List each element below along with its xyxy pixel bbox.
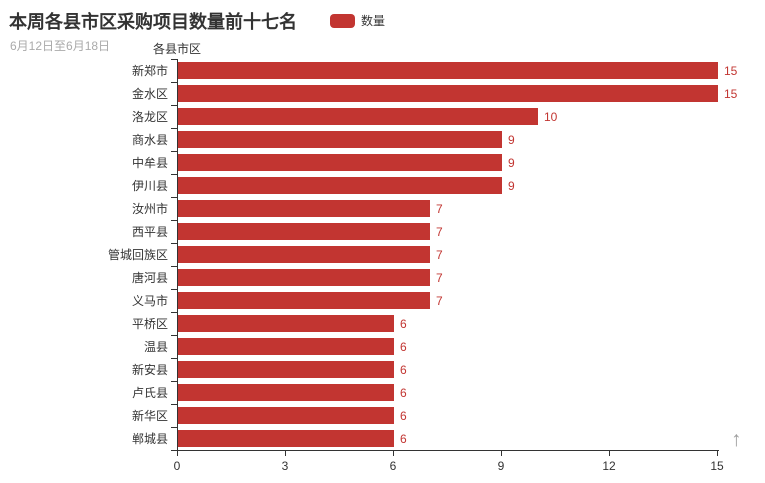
- value-label: 6: [400, 385, 407, 400]
- y-axis-tick: [171, 335, 177, 336]
- y-axis-tick: [171, 381, 177, 382]
- y-axis-tick: [171, 82, 177, 83]
- bar[interactable]: [178, 62, 718, 79]
- y-axis-tick: [171, 197, 177, 198]
- category-label: 管城回族区: [107, 247, 168, 262]
- value-label: 6: [400, 362, 407, 377]
- category-label: 义马市: [131, 293, 168, 308]
- y-axis-tick: [171, 128, 177, 129]
- x-axis-tick: [717, 451, 718, 456]
- value-label: 6: [400, 431, 407, 446]
- legend-label: 数量: [361, 14, 386, 28]
- value-label: 7: [436, 293, 443, 308]
- bar[interactable]: [178, 108, 538, 125]
- category-label: 郸城县: [131, 431, 168, 446]
- y-axis-name: 各县市区: [152, 42, 202, 56]
- x-tick-label: 6: [389, 459, 397, 473]
- category-label: 伊川县: [131, 178, 168, 193]
- x-axis-tick: [609, 451, 610, 456]
- bar[interactable]: [178, 200, 430, 217]
- value-label: 15: [724, 63, 738, 78]
- x-axis-tick: [285, 451, 286, 456]
- bar[interactable]: [178, 223, 430, 240]
- y-axis-tick: [171, 312, 177, 313]
- y-axis-tick: [171, 220, 177, 221]
- value-label: 15: [724, 86, 738, 101]
- bar[interactable]: [178, 154, 502, 171]
- x-axis-line: [177, 450, 719, 451]
- value-label: 7: [436, 247, 443, 262]
- bar[interactable]: [178, 338, 394, 355]
- category-label: 平桥区: [131, 316, 168, 331]
- bar[interactable]: [178, 384, 394, 401]
- category-label: 卢氏县: [131, 385, 168, 400]
- value-label: 7: [436, 201, 443, 216]
- bar[interactable]: [178, 177, 502, 194]
- y-axis-tick: [171, 450, 177, 451]
- value-label: 6: [400, 339, 407, 354]
- y-axis-tick: [171, 289, 177, 290]
- bar[interactable]: [178, 407, 394, 424]
- category-label: 唐河县: [131, 270, 168, 285]
- category-label: 洛龙区: [131, 109, 168, 124]
- bar[interactable]: [178, 269, 430, 286]
- y-axis-line: [177, 59, 178, 451]
- x-tick-label: 12: [602, 459, 616, 473]
- bar[interactable]: [178, 292, 430, 309]
- category-label: 金水区: [131, 86, 168, 101]
- value-label: 9: [508, 132, 515, 147]
- bar[interactable]: [178, 246, 430, 263]
- x-axis-tick: [393, 451, 394, 456]
- bar[interactable]: [178, 315, 394, 332]
- y-axis-tick: [171, 404, 177, 405]
- category-label: 商水县: [131, 132, 168, 147]
- y-axis-tick: [171, 243, 177, 244]
- value-label: 6: [400, 316, 407, 331]
- bar[interactable]: [178, 131, 502, 148]
- value-label: 7: [436, 270, 443, 285]
- y-axis-tick: [171, 427, 177, 428]
- x-axis-tick: [177, 451, 178, 456]
- y-axis-tick: [171, 266, 177, 267]
- y-axis-tick: [171, 358, 177, 359]
- value-label: 7: [436, 224, 443, 239]
- category-label: 汝州市: [131, 201, 168, 216]
- x-tick-label: 9: [497, 459, 505, 473]
- bar[interactable]: [178, 85, 718, 102]
- bar[interactable]: [178, 361, 394, 378]
- bar[interactable]: [178, 430, 394, 447]
- y-axis-tick: [171, 151, 177, 152]
- y-axis-tick: [171, 174, 177, 175]
- x-axis-tick: [501, 451, 502, 456]
- chart-title: 本周各县市区采购项目数量前十七名: [9, 12, 297, 32]
- legend-marker-icon: [330, 13, 355, 28]
- category-label: 新华区: [131, 408, 168, 423]
- x-tick-label: 3: [281, 459, 289, 473]
- x-tick-label: 0: [173, 459, 181, 473]
- value-label: 6: [400, 408, 407, 423]
- up-arrow-icon[interactable]: ↑: [731, 428, 742, 451]
- y-axis-tick: [171, 105, 177, 106]
- category-label: 新郑市: [131, 63, 168, 78]
- value-label: 10: [544, 109, 558, 124]
- category-label: 新安县: [131, 362, 168, 377]
- y-axis-tick: [171, 59, 177, 60]
- chart-subtitle: 6月12日至6月18日: [10, 39, 111, 53]
- category-label: 西平县: [131, 224, 168, 239]
- x-tick-label: 15: [710, 459, 724, 473]
- category-label: 中牟县: [131, 155, 168, 170]
- legend-item-quantity[interactable]: 数量: [330, 12, 385, 29]
- category-label: 温县: [143, 339, 168, 354]
- value-label: 9: [508, 155, 515, 170]
- value-label: 9: [508, 178, 515, 193]
